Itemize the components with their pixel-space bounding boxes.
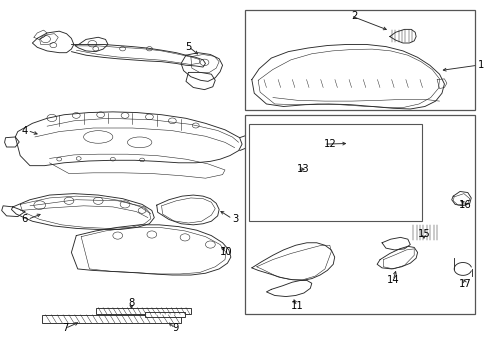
Text: 11: 11 — [290, 301, 303, 311]
Bar — [410, 225, 437, 240]
Text: 4: 4 — [21, 126, 27, 135]
Text: 16: 16 — [458, 200, 471, 210]
Bar — [245, 116, 474, 315]
Text: 8: 8 — [128, 298, 134, 309]
Bar — [42, 315, 181, 323]
Text: 14: 14 — [386, 275, 399, 285]
Bar — [96, 308, 190, 314]
Bar — [245, 10, 474, 110]
Text: 13: 13 — [297, 164, 309, 174]
Text: 6: 6 — [21, 215, 27, 224]
Bar — [249, 125, 422, 221]
Text: 9: 9 — [172, 324, 178, 333]
Text: 10: 10 — [220, 247, 232, 257]
Text: 2: 2 — [350, 11, 356, 21]
Bar — [414, 242, 435, 252]
Text: 7: 7 — [62, 324, 68, 333]
Text: 3: 3 — [232, 214, 238, 224]
Text: 1: 1 — [477, 60, 483, 70]
Text: 5: 5 — [185, 42, 191, 51]
Text: 12: 12 — [324, 139, 336, 149]
Text: 15: 15 — [417, 229, 429, 239]
Text: 17: 17 — [458, 279, 471, 289]
Bar — [144, 312, 184, 317]
